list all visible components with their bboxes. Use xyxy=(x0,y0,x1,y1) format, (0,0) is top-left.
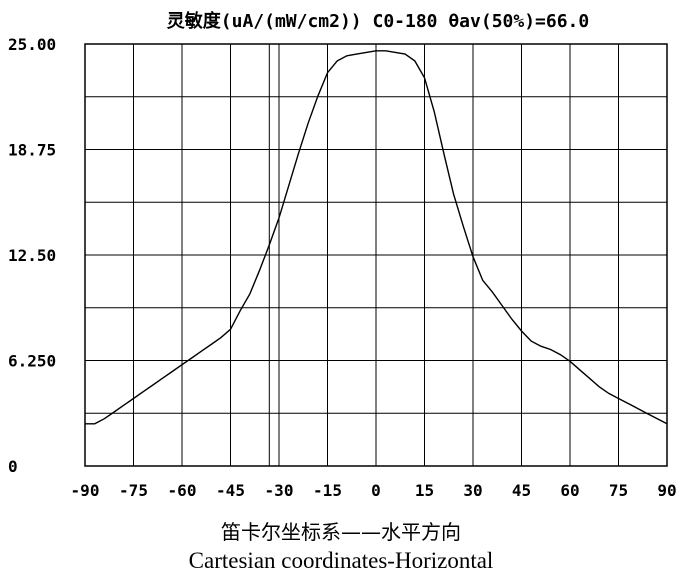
caption-english: Cartesian coordinates-Horizontal xyxy=(188,548,494,573)
x-tick-label: 60 xyxy=(560,481,579,500)
y-tick-label: 25.00 xyxy=(8,35,56,54)
y-tick-labels: 25.00 18.75 12.50 6.250 0 xyxy=(8,35,56,476)
y-tick-label: 6.250 xyxy=(8,352,56,371)
caption-chinese: 笛卡尔坐标系——水平方向 xyxy=(221,520,461,544)
x-tick-label: 90 xyxy=(657,481,676,500)
x-tick-labels: -90 -75 -60 -45 -30 -15 0 15 30 45 60 75 90 xyxy=(71,481,677,500)
x-tick-label: -75 xyxy=(119,481,148,500)
x-tick-label: 30 xyxy=(463,481,482,500)
series-line xyxy=(85,50,668,425)
grid xyxy=(85,44,667,466)
x-tick-label: 45 xyxy=(512,481,531,500)
x-tick-label: -45 xyxy=(216,481,245,500)
x-tick-label: -15 xyxy=(313,481,342,500)
y-tick-label: 18.75 xyxy=(8,141,56,160)
x-tick-label: 0 xyxy=(371,481,381,500)
x-tick-label: -30 xyxy=(265,481,294,500)
y-tick-label: 0 xyxy=(8,457,18,476)
chart: 灵敏度(uA/(mW/cm2)) C0-180 θav(50%)=66.0 25… xyxy=(8,10,677,500)
chart-title: 灵敏度(uA/(mW/cm2)) C0-180 θav(50%)=66.0 xyxy=(167,10,589,32)
x-tick-label: -60 xyxy=(168,481,197,500)
x-tick-label: 15 xyxy=(415,481,434,500)
x-tick-label: 75 xyxy=(609,481,628,500)
plot-frame xyxy=(84,43,668,467)
x-tick-label: -90 xyxy=(71,481,100,500)
y-tick-label: 12.50 xyxy=(8,246,56,265)
